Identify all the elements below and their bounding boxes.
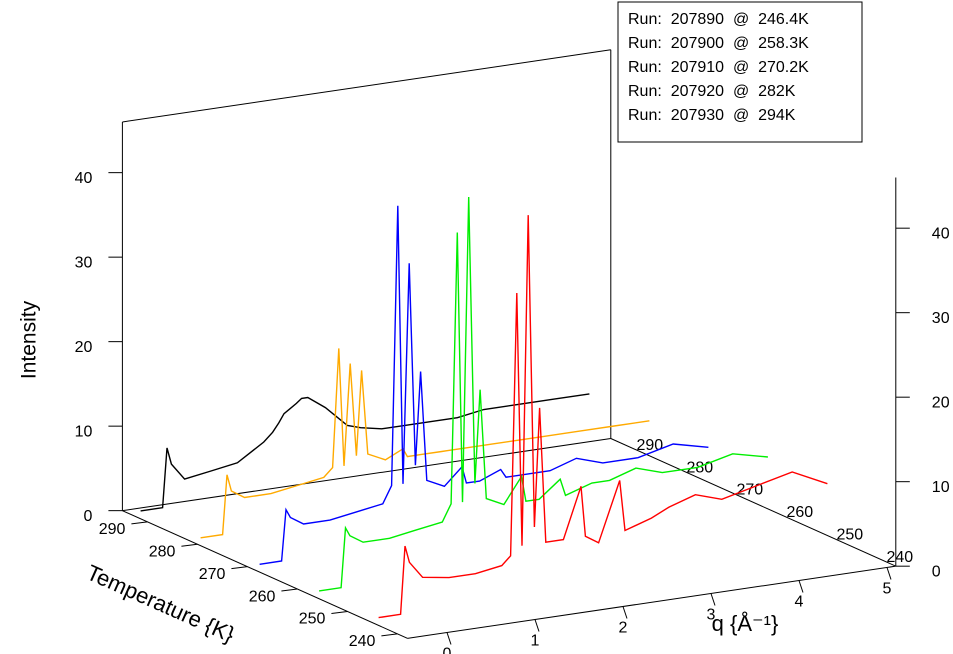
x-tick-label: 5 [883,581,892,598]
z-tick [231,566,248,570]
x-tick-label: 3 [707,607,716,624]
legend-entry: Run: 207890 @ 246.4K [628,11,809,28]
x-axis-label: q {Å⁻¹} [712,611,779,636]
y-tick-label: 20 [932,394,950,411]
z-tick-label: 250 [299,611,326,628]
series-line [318,196,768,592]
y-tick-label: 0 [932,563,941,580]
floor-right-edge [610,438,897,567]
z-tick-label: 260 [249,588,276,605]
y-tick-label: 40 [75,170,93,187]
y-tick-label: 30 [75,254,93,271]
z-tick [381,633,398,637]
legend-entry: Run: 207930 @ 294K [628,107,796,124]
y-tick-label: 10 [932,479,950,496]
legend-entry: Run: 207900 @ 258.3K [628,35,809,52]
z-axis [122,510,408,639]
x-axis [407,565,896,639]
series-line [200,348,650,539]
x-tick-label: 0 [443,646,452,654]
z-tick-label: 240 [349,633,376,650]
series-line [378,215,828,619]
legend-box [617,1,863,143]
z-tick-label: 260 [786,504,813,521]
x-tick [622,606,628,619]
y-tick-label: 40 [932,225,950,242]
back-floor-line [122,438,611,512]
series-line [140,393,590,512]
z-tick [281,588,298,592]
x-tick [710,593,716,606]
x-tick [886,567,892,580]
z-tick-label: 250 [836,527,863,544]
z-tick [181,543,198,547]
y-tick-label: 30 [932,310,950,327]
z-tick-label: 270 [199,566,226,583]
x-tick-label: 1 [531,633,540,650]
z-tick [131,521,148,525]
z-tick-label: 290 [636,437,663,454]
series-line [259,205,709,565]
x-tick [534,619,540,632]
z-tick-label: 280 [149,543,176,560]
legend: Run: 207890 @ 246.4K Run: 207900 @ 258.3K… [617,1,863,143]
x-tick [446,632,452,645]
x-tick-label: 2 [619,620,628,637]
z-tick-label: 240 [886,549,913,566]
z-tick [331,610,348,614]
y-tick-label: 20 [75,339,93,356]
y-axis-label: Intensity [18,300,41,379]
x-tick [798,580,804,593]
back-wall-top [122,49,611,123]
y-tick-label: 0 [83,508,92,525]
z-tick-label: 290 [99,521,126,538]
legend-entry: Run: 207910 @ 270.2K [628,59,809,76]
legend-entry: Run: 207920 @ 282K [628,83,796,100]
x-tick-label: 4 [795,594,804,611]
y-tick-label: 10 [75,423,93,440]
